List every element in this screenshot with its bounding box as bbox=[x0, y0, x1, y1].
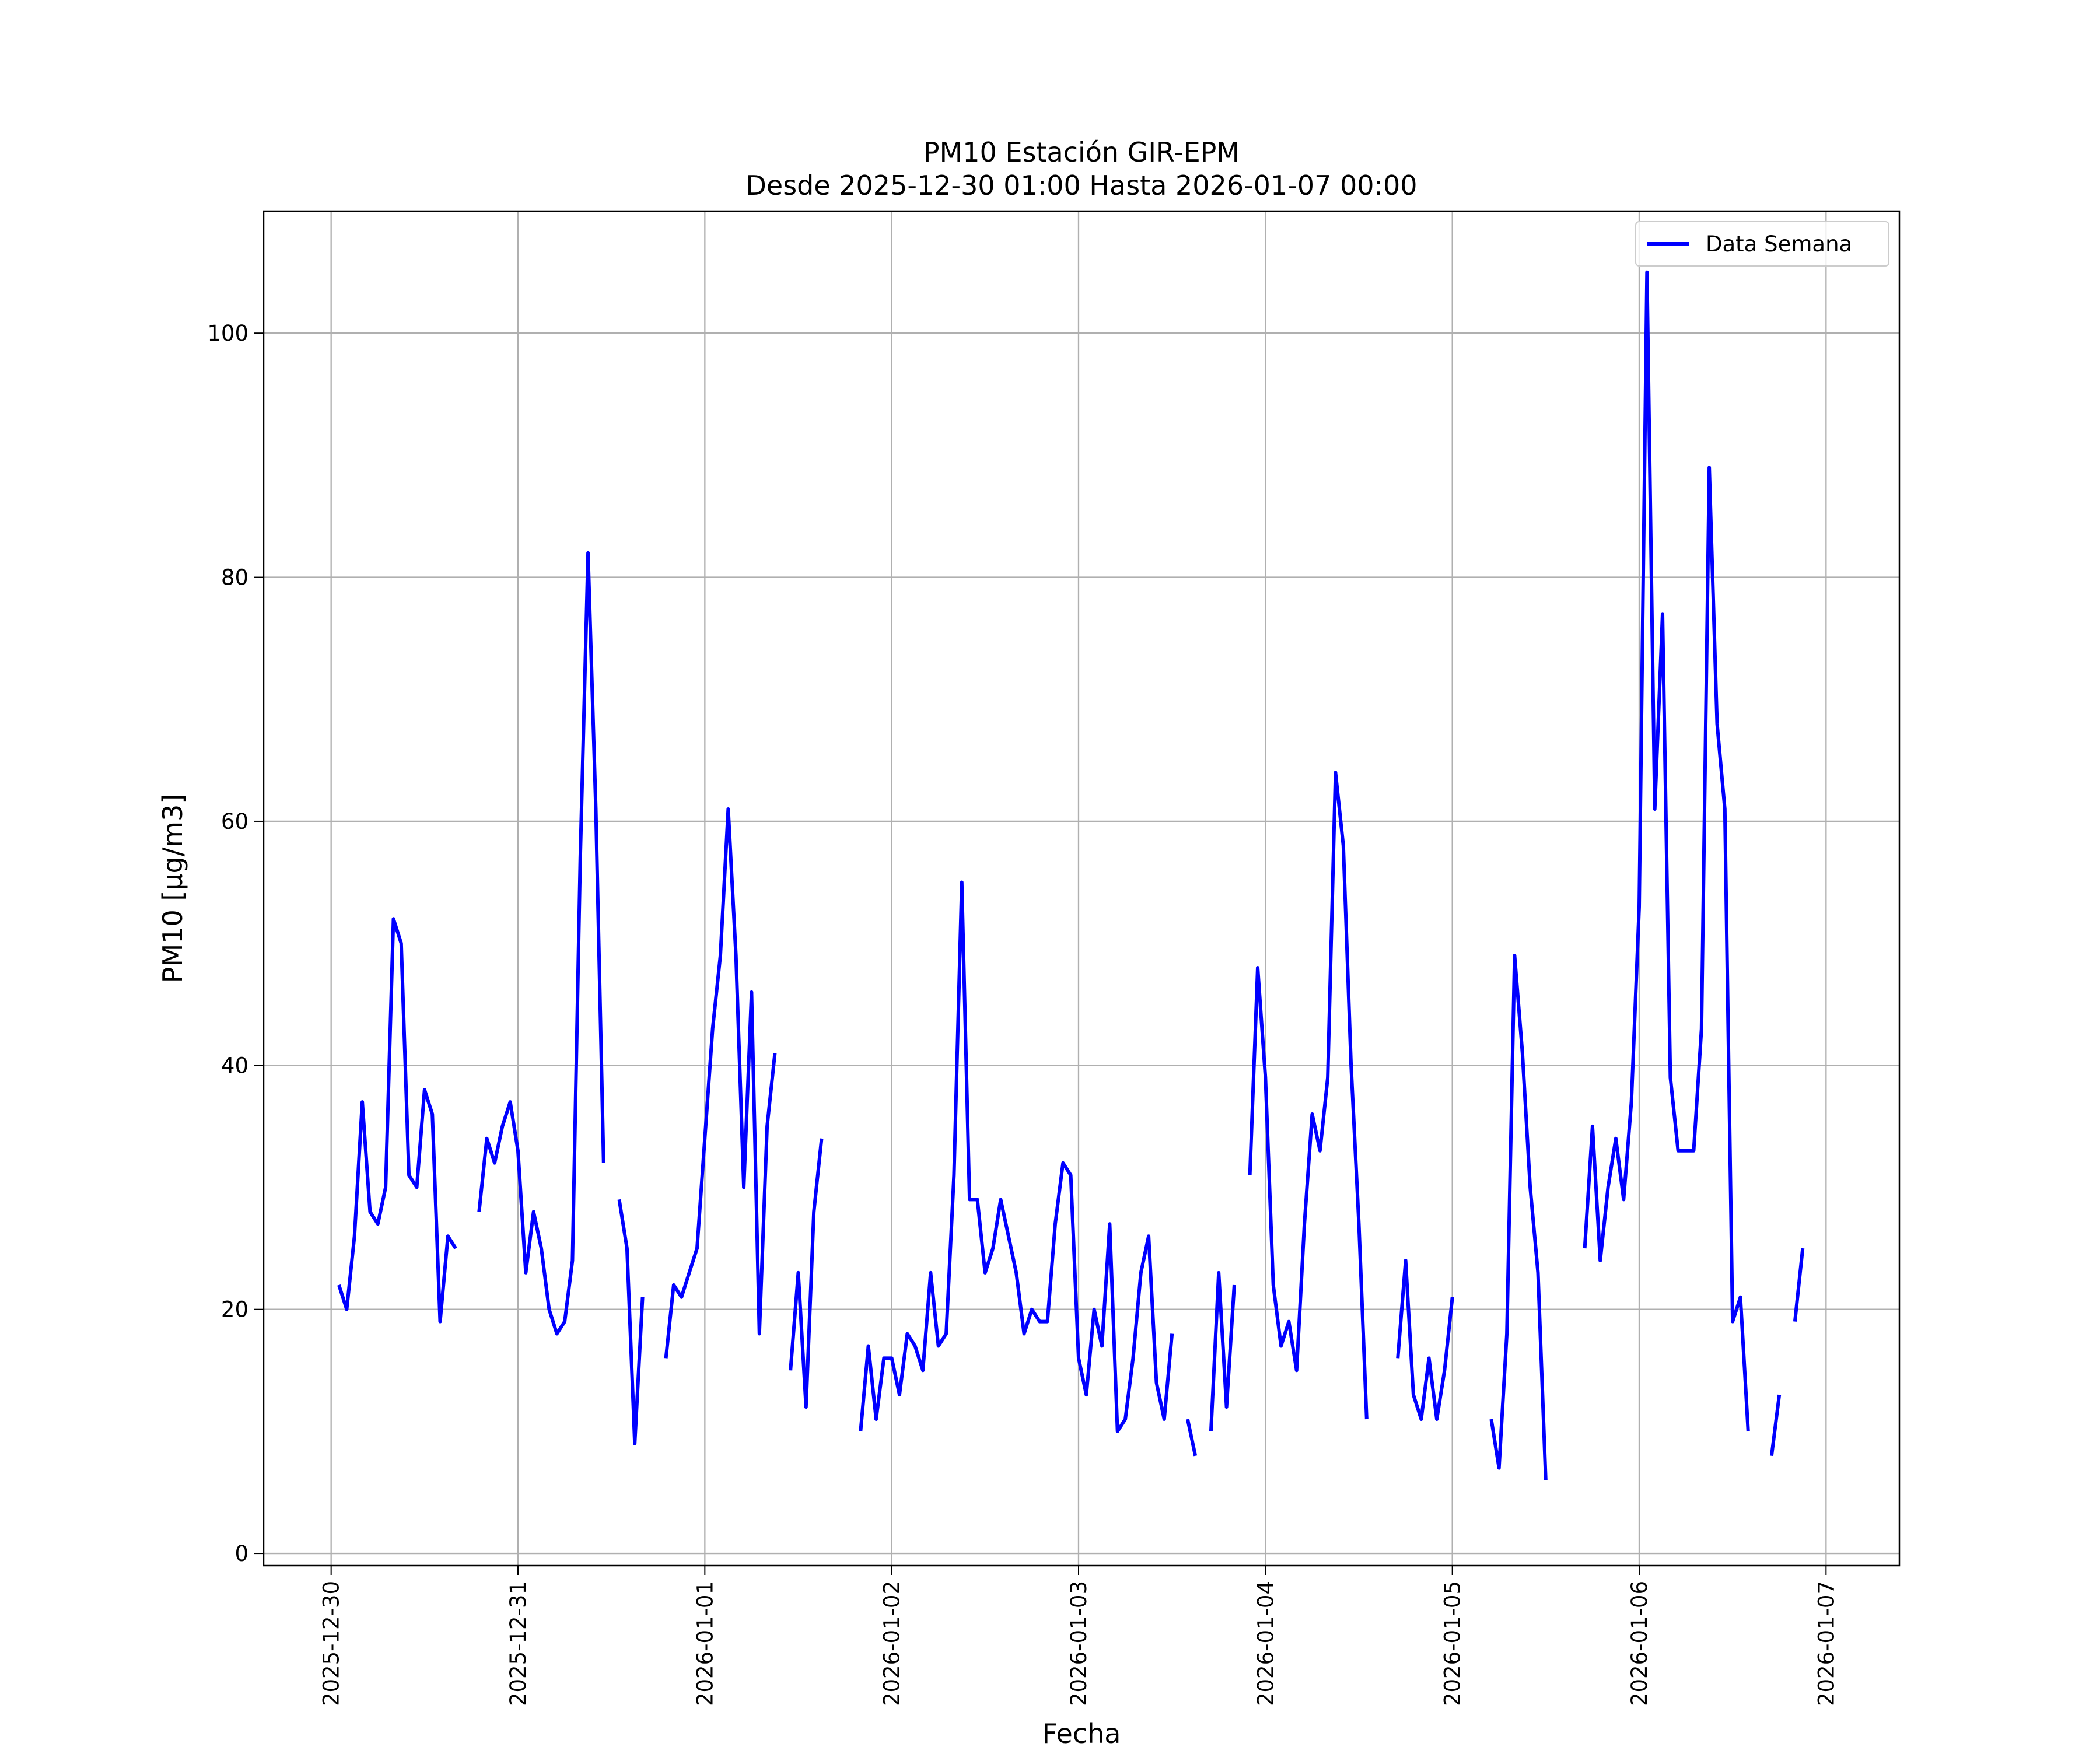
data-line bbox=[337, 270, 1805, 1480]
x-axis-label: Fecha bbox=[1042, 1718, 1121, 1749]
x-tick-label: 2026-01-01 bbox=[692, 1581, 718, 1706]
x-tick-label: 2026-01-07 bbox=[1814, 1581, 1839, 1706]
x-tick-label: 2026-01-05 bbox=[1440, 1581, 1465, 1706]
y-tick-label: 80 bbox=[221, 565, 249, 590]
y-axis-label: PM10 [μg/m3] bbox=[157, 794, 188, 984]
x-tick-label: 2026-01-03 bbox=[1066, 1581, 1091, 1706]
y-tick-label: 100 bbox=[207, 321, 249, 346]
y-tick-label: 20 bbox=[221, 1297, 249, 1322]
x-tick-label: 2025-12-31 bbox=[506, 1581, 531, 1706]
chart-title: PM10 Estación GIR-EPM bbox=[923, 136, 1240, 168]
x-tick-label: 2026-01-02 bbox=[880, 1581, 905, 1706]
x-tick-label: 2026-01-06 bbox=[1627, 1581, 1652, 1706]
y-tick-label: 60 bbox=[221, 809, 249, 834]
chart-subtitle: Desde 2025-12-30 01:00 Hasta 2026-01-07 … bbox=[746, 170, 1417, 201]
legend: Data Semana bbox=[1635, 221, 1889, 267]
plot-frame bbox=[262, 210, 1901, 1567]
y-tick-label: 0 bbox=[235, 1541, 249, 1566]
y-tick-label: 40 bbox=[221, 1053, 249, 1078]
x-tick-label: 2026-01-04 bbox=[1253, 1581, 1278, 1706]
legend-box bbox=[1635, 221, 1889, 267]
legend-label: Data Semana bbox=[1706, 232, 1852, 257]
x-tick-label: 2025-12-30 bbox=[319, 1581, 344, 1706]
